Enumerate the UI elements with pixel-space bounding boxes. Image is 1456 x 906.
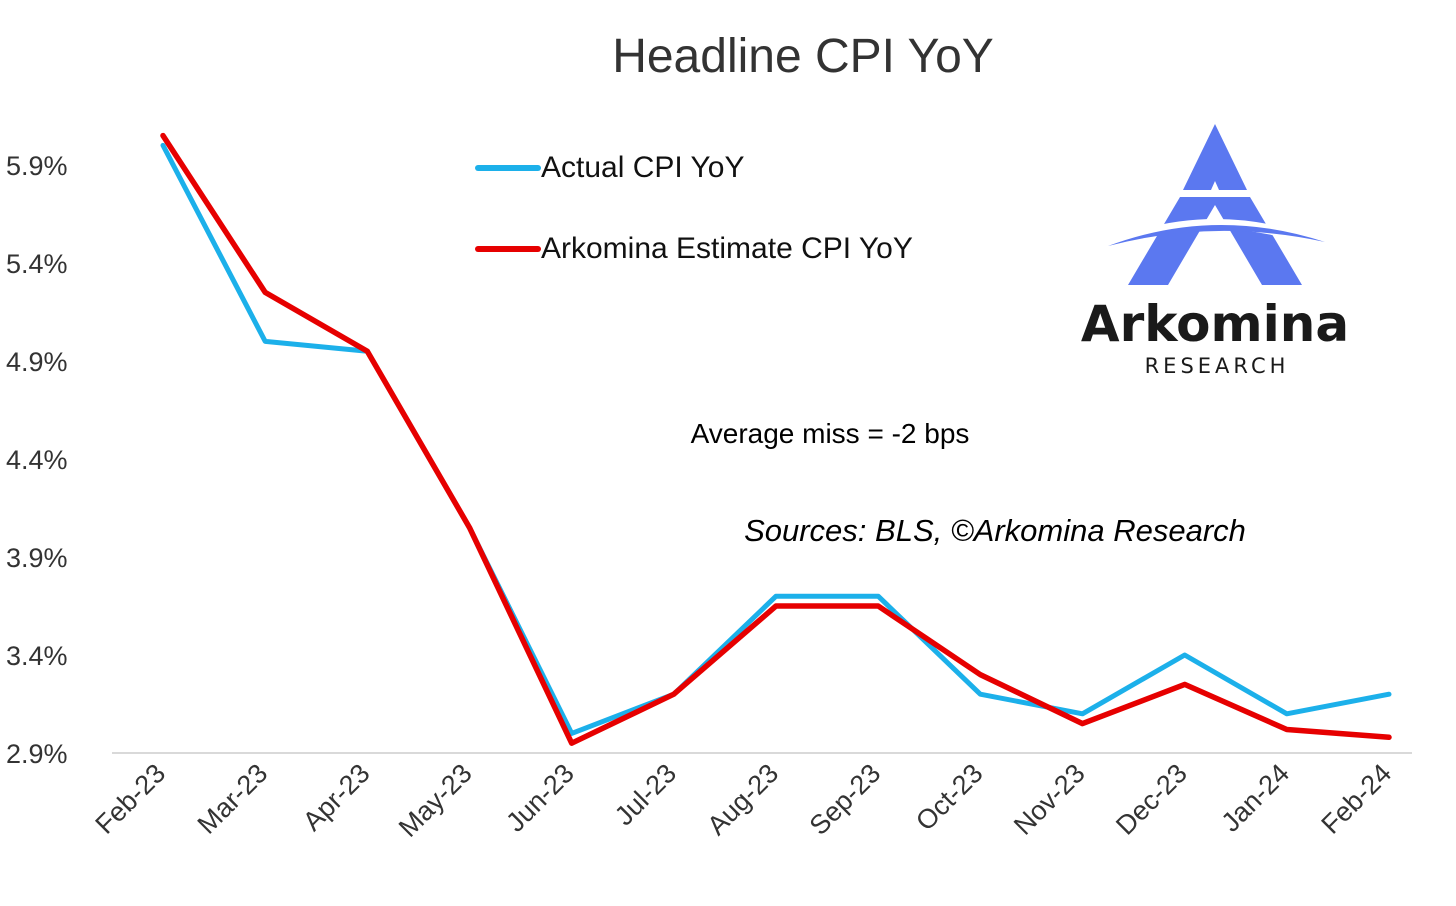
y-tick-label: 3.4% <box>6 641 68 671</box>
series-group <box>160 132 1392 746</box>
x-axis: Feb-23 Mar-23 Apr-23 May-23 Jun-23 Jul-23 Aug-… <box>90 758 1398 843</box>
x-tick-label: Sep-23 <box>804 758 887 841</box>
logo-subtitle: RESEARCH <box>1145 354 1290 378</box>
y-tick-label: 3.9% <box>6 543 68 573</box>
logo-wordmark: Arkomina <box>1081 295 1349 353</box>
legend-label-estimate: Arkomina Estimate CPI YoY <box>541 232 913 265</box>
legend-label-actual: Actual CPI YoY <box>541 151 744 184</box>
x-tick-label: Nov-23 <box>1008 758 1091 841</box>
legend: Actual CPI YoY Arkomina Estimate CPI YoY <box>475 151 913 265</box>
y-tick-label: 5.4% <box>6 249 68 279</box>
average-miss-annotation: Average miss = -2 bps <box>691 418 970 449</box>
chart-title: Headline CPI YoY <box>612 30 994 83</box>
legend-item-estimate: Arkomina Estimate CPI YoY <box>475 232 913 265</box>
logo-a-icon <box>1128 124 1302 285</box>
x-tick-label: Oct-23 <box>910 758 989 837</box>
x-tick-label: Jul-23 <box>609 758 682 831</box>
legend-item-actual: Actual CPI YoY <box>475 151 744 184</box>
x-tick-label: Aug-23 <box>701 758 784 841</box>
x-tick-label: Feb-23 <box>90 758 172 840</box>
logo-swoosh-icon <box>1108 224 1325 246</box>
x-tick-label: Apr-23 <box>297 758 376 837</box>
x-tick-label: Mar-23 <box>192 758 274 840</box>
y-axis: 2.9% 3.4% 3.9% 4.4% 4.9% 5.4% 5.9% <box>6 151 68 769</box>
y-tick-label: 5.9% <box>6 151 68 181</box>
arkomina-logo: Arkomina RESEARCH <box>1081 124 1349 378</box>
y-tick-label: 2.9% <box>6 739 68 769</box>
y-tick-label: 4.4% <box>6 445 68 475</box>
x-tick-label: Jan-24 <box>1215 758 1295 838</box>
x-tick-label: May-23 <box>393 758 478 843</box>
x-tick-label: Jun-23 <box>500 758 580 838</box>
source-annotation: Sources: BLS, ©Arkomina Research <box>744 513 1246 548</box>
x-tick-label: Dec-23 <box>1110 758 1193 841</box>
x-tick-label: Feb-24 <box>1316 758 1398 840</box>
series-line-estimate <box>160 132 1392 746</box>
y-tick-label: 4.9% <box>6 347 68 377</box>
